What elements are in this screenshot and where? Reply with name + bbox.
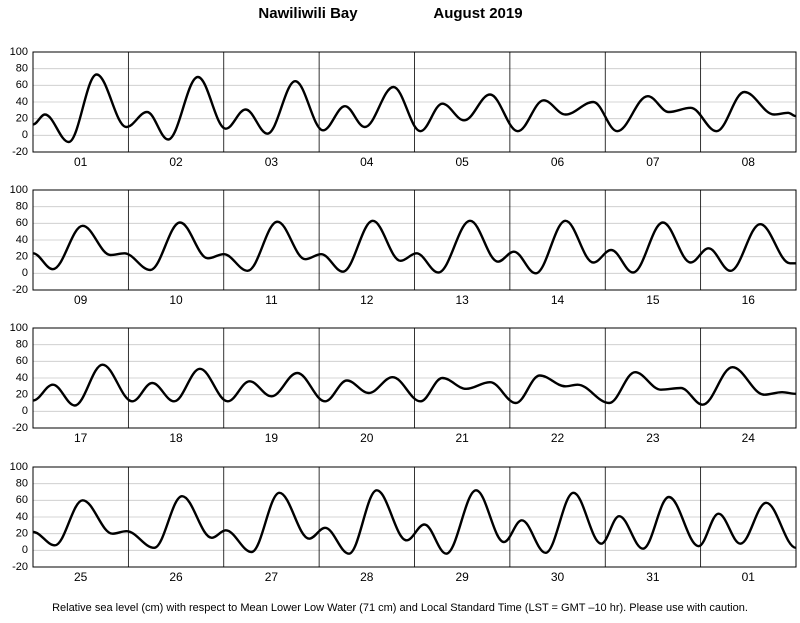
tide-line: [32, 363, 797, 407]
y-tick-label: 100: [10, 184, 28, 196]
y-tick-label: 60: [16, 79, 28, 91]
x-tick-label: 04: [360, 155, 374, 169]
x-tick-label: 08: [742, 155, 756, 169]
y-tick-label: 80: [16, 339, 28, 351]
x-tick-label: 30: [551, 570, 565, 584]
x-tick-label: 22: [551, 431, 565, 445]
x-tick-label: 07: [646, 155, 660, 169]
plot-frame: [32, 466, 797, 568]
x-tick-label: 01: [742, 570, 756, 584]
x-tick-label: 17: [74, 431, 88, 445]
x-tick-label: 13: [456, 293, 470, 307]
chart-date: August 2019: [433, 5, 522, 22]
y-tick-label: 0: [22, 129, 28, 141]
y-tick-label: 40: [16, 372, 28, 384]
y-tick-label: 0: [22, 267, 28, 279]
x-tick-label: 01: [74, 155, 88, 169]
y-tick-label: 60: [16, 355, 28, 367]
y-tick-label: 100: [10, 461, 28, 473]
x-tick-label: 16: [742, 293, 756, 307]
y-tick-label: 100: [10, 46, 28, 58]
x-tick-label: 27: [265, 570, 279, 584]
tide-line: [32, 73, 797, 144]
plot-frame: [32, 51, 797, 153]
chart-title: Nawiliwili Bay: [258, 5, 358, 22]
y-tick-label: 0: [22, 544, 28, 556]
x-tick-label: 28: [360, 570, 374, 584]
tide-line: [32, 219, 796, 275]
y-tick-label: 40: [16, 511, 28, 523]
y-tick-label: 100: [10, 322, 28, 334]
x-tick-label: 12: [360, 293, 374, 307]
x-tick-label: 09: [74, 293, 88, 307]
y-tick-label: 80: [16, 63, 28, 75]
x-tick-label: 18: [169, 431, 183, 445]
x-tick-label: 23: [646, 431, 660, 445]
x-tick-label: 11: [265, 293, 278, 307]
y-tick-label: 80: [16, 478, 28, 490]
y-tick-label: 40: [16, 234, 28, 246]
y-tick-label: 60: [16, 494, 28, 506]
x-tick-label: 20: [360, 431, 374, 445]
x-tick-label: 10: [169, 293, 183, 307]
x-tick-label: 24: [742, 431, 756, 445]
y-tick-label: 40: [16, 96, 28, 108]
x-tick-label: 29: [456, 570, 470, 584]
y-tick-label: 80: [16, 201, 28, 213]
y-tick-label: 60: [16, 217, 28, 229]
y-tick-label: -20: [12, 561, 28, 573]
footnote: Relative sea level (cm) with respect to …: [52, 602, 748, 614]
y-tick-label: 20: [16, 528, 28, 540]
plot-frame: [32, 189, 797, 291]
plot-frame: [32, 327, 797, 429]
x-tick-label: 06: [551, 155, 565, 169]
x-tick-label: 31: [646, 570, 660, 584]
tide-line: [32, 489, 797, 555]
x-tick-label: 26: [169, 570, 183, 584]
x-tick-label: 02: [169, 155, 183, 169]
y-tick-label: -20: [12, 422, 28, 434]
x-tick-label: 15: [646, 293, 660, 307]
y-tick-label: 20: [16, 251, 28, 263]
y-tick-label: 20: [16, 389, 28, 401]
x-tick-label: 25: [74, 570, 88, 584]
y-tick-label: 20: [16, 113, 28, 125]
y-tick-label: -20: [12, 146, 28, 158]
y-tick-label: 0: [22, 405, 28, 417]
y-tick-label: -20: [12, 284, 28, 296]
x-tick-label: 21: [456, 431, 470, 445]
x-tick-label: 14: [551, 293, 565, 307]
x-tick-label: 05: [456, 155, 470, 169]
x-tick-label: 19: [265, 431, 279, 445]
x-tick-label: 03: [265, 155, 279, 169]
